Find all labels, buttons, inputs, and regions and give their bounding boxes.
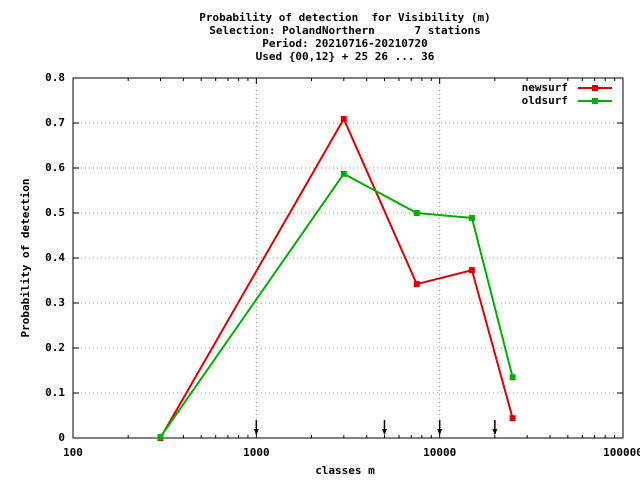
data-point [509, 415, 516, 422]
class-marker-head [437, 429, 443, 435]
legend-swatch-point [592, 85, 598, 91]
legend-label: oldsurf [522, 94, 568, 107]
y-tick-label: 0.4 [45, 251, 65, 264]
y-tick-label: 0.6 [45, 161, 65, 174]
y-tick-label: 0.1 [45, 386, 65, 399]
legend-swatch-point [592, 98, 598, 104]
chart-title: Used {00,12} + 25 26 ... 36 [256, 50, 435, 63]
class-marker-head [253, 429, 259, 435]
plot-frame [72, 77, 624, 439]
x-axis-label: classes m [315, 464, 375, 477]
y-tick-label: 0 [58, 431, 65, 444]
data-point [468, 267, 475, 274]
data-point [157, 434, 164, 441]
data-point [509, 374, 516, 381]
x-tick-label: 10000 [423, 446, 456, 459]
x-tick-label: 1000 [243, 446, 270, 459]
y-tick-label: 0.7 [45, 116, 65, 129]
x-tick-label: 100000 [603, 446, 640, 459]
series-line [159, 116, 514, 439]
y-tick-label: 0.5 [45, 206, 65, 219]
x-tick-label: 100 [63, 446, 83, 459]
data-point [468, 214, 475, 221]
y-axis-label: Probability of detection [19, 179, 32, 338]
data-point [340, 170, 347, 177]
data-point [340, 115, 347, 122]
data-point [413, 210, 420, 216]
y-tick-label: 0.3 [45, 296, 65, 309]
chart-title: Period: 20210716-20210720 [262, 37, 428, 50]
y-tick-label: 0.8 [45, 71, 65, 84]
class-marker-head [492, 429, 498, 435]
chart-title: Probability of detection for Visibility … [199, 11, 490, 24]
class-marker-head [381, 429, 387, 435]
chart-title: Selection: PolandNorthern 7 stations [209, 24, 481, 37]
legend-label: newsurf [522, 81, 568, 94]
y-tick-label: 0.2 [45, 341, 65, 354]
data-point [413, 281, 420, 288]
